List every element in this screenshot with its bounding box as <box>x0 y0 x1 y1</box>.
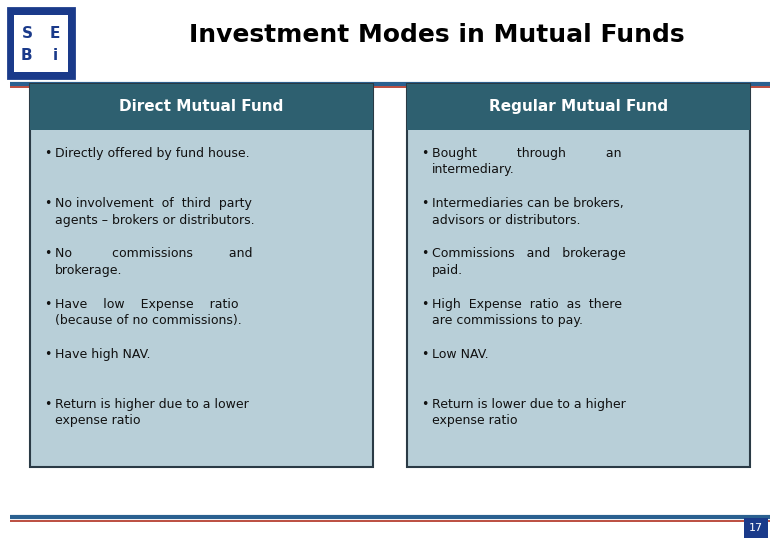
Text: Return is lower due to a higher
expense ratio: Return is lower due to a higher expense … <box>432 398 626 428</box>
FancyBboxPatch shape <box>407 84 750 467</box>
Text: B: B <box>21 48 33 63</box>
Text: 17: 17 <box>749 523 763 533</box>
Text: Return is higher due to a lower
expense ratio: Return is higher due to a lower expense … <box>55 398 248 428</box>
Text: Commissions   and   brokerage
paid.: Commissions and brokerage paid. <box>432 247 626 277</box>
Text: •: • <box>421 197 428 210</box>
Text: i: i <box>52 48 58 63</box>
Text: Have    low    Expense    ratio
(because of no commissions).: Have low Expense ratio (because of no co… <box>55 298 241 327</box>
Text: Directly offered by fund house.: Directly offered by fund house. <box>55 147 250 160</box>
Text: Bought          through          an
intermediary.: Bought through an intermediary. <box>432 147 622 177</box>
Text: •: • <box>44 348 51 361</box>
Text: •: • <box>44 247 51 260</box>
FancyBboxPatch shape <box>30 84 373 130</box>
Text: •: • <box>421 348 428 361</box>
Text: •: • <box>421 398 428 411</box>
Text: •: • <box>421 247 428 260</box>
Text: Regular Mutual Fund: Regular Mutual Fund <box>489 99 668 114</box>
FancyBboxPatch shape <box>14 15 68 72</box>
Text: No          commissions         and
brokerage.: No commissions and brokerage. <box>55 247 252 277</box>
Text: •: • <box>44 147 51 160</box>
Text: •: • <box>44 298 51 310</box>
Text: •: • <box>44 197 51 210</box>
Text: •: • <box>421 298 428 310</box>
Text: Low NAV.: Low NAV. <box>432 348 489 361</box>
Text: High  Expense  ratio  as  there
are commissions to pay.: High Expense ratio as there are commissi… <box>432 298 622 327</box>
Text: Have high NAV.: Have high NAV. <box>55 348 150 361</box>
Text: Direct Mutual Fund: Direct Mutual Fund <box>119 99 283 114</box>
Text: S: S <box>21 26 33 41</box>
FancyBboxPatch shape <box>8 8 74 78</box>
FancyBboxPatch shape <box>407 84 750 130</box>
Text: Intermediaries can be brokers,
advisors or distributors.: Intermediaries can be brokers, advisors … <box>432 197 624 227</box>
Text: •: • <box>421 147 428 160</box>
Text: E: E <box>50 26 60 41</box>
Text: •: • <box>44 398 51 411</box>
FancyBboxPatch shape <box>30 84 373 467</box>
Text: Investment Modes in Mutual Funds: Investment Modes in Mutual Funds <box>189 23 685 47</box>
Text: No involvement  of  third  party
agents – brokers or distributors.: No involvement of third party agents – b… <box>55 197 254 227</box>
